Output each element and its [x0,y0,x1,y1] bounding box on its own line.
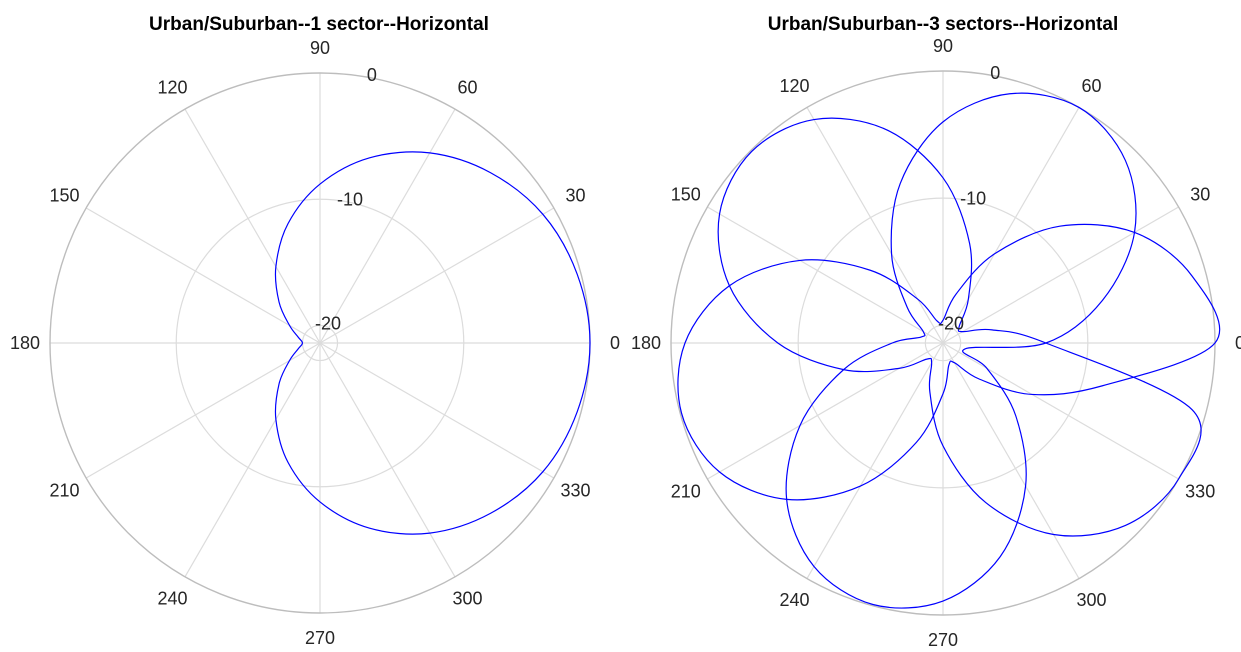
spoke-gridline [942,342,1080,579]
ring-gridline [924,324,962,362]
series-line-2 [785,92,1137,609]
spoke-gridline [319,342,555,479]
series-line-1 [274,151,591,535]
theta-tick-label: 240 [779,590,809,610]
theta-tick-label: 90 [933,36,953,56]
polar-plot-3-sectors: Urban/Suburban--3 sectors--Horizontal 0 3… [631,14,1241,650]
spoke-gridline [85,207,321,344]
ring-gridline [797,197,1089,489]
r-tick-label: 0 [367,65,377,85]
chart-title: Urban/Suburban--1 sector--Horizontal [149,14,489,35]
spoke-gridline [806,342,944,579]
polar-plot-1-sector: Urban/Suburban--1 sector--Horizontal 0 30… [10,14,620,648]
spoke-gridline [942,107,1080,344]
theta-tick-label: 60 [1081,76,1101,96]
theta-tick-label: 330 [560,481,590,501]
theta-tick-label: 150 [671,185,701,205]
theta-tick-label: 210 [671,482,701,502]
spoke-gridline [806,107,944,344]
spoke-gridline [707,206,944,344]
theta-tick-label: 90 [310,38,330,58]
chart-title: Urban/Suburban--3 sectors--Horizontal [768,14,1118,35]
theta-tick-label: 0 [1235,333,1241,353]
spoke-gridline [85,342,321,479]
spoke-gridline [319,342,456,578]
spoke-gridline [184,342,321,578]
theta-tick-label: 60 [457,78,477,98]
spoke-gridline [319,108,456,344]
r-tick-label: -10 [337,189,363,209]
spoke-gridline [942,206,1179,344]
spoke-gridline [942,342,1179,480]
theta-tick-label: 300 [452,588,482,608]
spoke-gridline [319,207,555,344]
ring-gridline [175,198,465,488]
spoke-gridline [184,108,321,344]
theta-tick-label: 330 [1185,482,1215,502]
r-tick-label: 0 [990,63,1000,83]
theta-tick-label: 150 [49,186,79,206]
theta-tick-label: 30 [1190,185,1210,205]
theta-tick-label: 180 [631,333,661,353]
theta-tick-label: 180 [10,333,40,353]
theta-tick-label: 300 [1076,590,1106,610]
theta-tick-label: 120 [779,76,809,96]
series-line-3 [717,117,1202,537]
theta-tick-label: 270 [928,630,958,650]
spoke-gridline [707,342,944,480]
series-line-1 [677,223,1221,501]
r-tick-label: -10 [960,188,986,208]
theta-tick-label: 30 [565,186,585,206]
r-tick-label: -20 [315,314,341,334]
theta-tick-label: 270 [305,628,335,648]
theta-tick-label: 0 [610,333,620,353]
theta-tick-label: 210 [49,481,79,501]
r-tick-label: -20 [938,314,964,334]
theta-tick-label: 120 [157,78,187,98]
theta-tick-label: 240 [157,588,187,608]
